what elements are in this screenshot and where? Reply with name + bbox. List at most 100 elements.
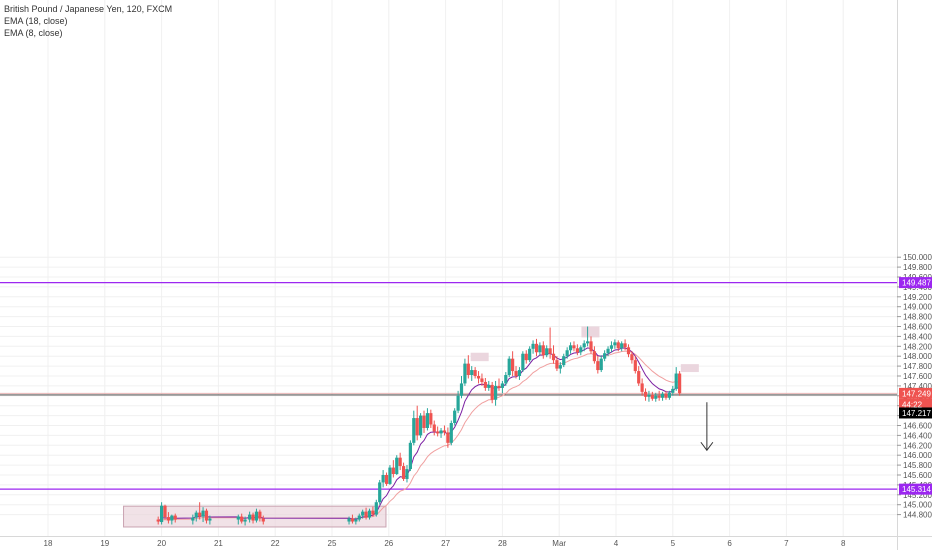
candle[interactable] — [381, 470, 385, 488]
candle[interactable] — [470, 366, 474, 381]
candle[interactable] — [538, 342, 542, 356]
candle[interactable] — [374, 499, 378, 517]
candle[interactable] — [350, 514, 355, 524]
candle[interactable] — [660, 391, 665, 401]
candle[interactable] — [664, 390, 668, 400]
candle[interactable] — [613, 339, 617, 349]
candle[interactable] — [156, 516, 160, 525]
candle[interactable] — [432, 420, 436, 436]
candle[interactable] — [497, 378, 501, 391]
candle[interactable] — [449, 420, 453, 446]
candle[interactable] — [480, 373, 484, 386]
candle[interactable] — [248, 511, 252, 523]
candle[interactable] — [650, 391, 654, 401]
candle[interactable] — [163, 504, 167, 520]
candle[interactable] — [511, 351, 515, 377]
candle[interactable] — [453, 408, 457, 426]
candle[interactable] — [466, 355, 470, 379]
candle[interactable] — [405, 465, 409, 483]
candle[interactable] — [198, 502, 202, 520]
candle[interactable] — [483, 377, 487, 391]
candle[interactable] — [357, 513, 361, 522]
candle[interactable] — [422, 410, 426, 433]
candle[interactable] — [575, 344, 579, 356]
candle[interactable] — [367, 508, 372, 520]
candle[interactable] — [473, 367, 477, 379]
candle[interactable] — [371, 506, 375, 517]
legend-symbol[interactable]: British Pound / Japanese Yen, 120, FXCM — [4, 4, 173, 14]
candle[interactable] — [531, 340, 535, 354]
candle[interactable] — [517, 367, 522, 380]
candle[interactable] — [378, 479, 382, 505]
candle[interactable] — [507, 356, 511, 377]
candle[interactable] — [657, 390, 661, 401]
candle[interactable] — [562, 353, 566, 368]
candle[interactable] — [545, 345, 549, 358]
candle[interactable] — [667, 390, 671, 400]
candle[interactable] — [558, 362, 562, 374]
candle[interactable] — [551, 345, 556, 364]
candle[interactable] — [500, 380, 504, 394]
candle[interactable] — [436, 426, 440, 437]
candle[interactable] — [243, 516, 247, 526]
candle[interactable] — [419, 413, 423, 438]
candle[interactable] — [565, 347, 569, 359]
legend-ema-18[interactable]: EMA (18, close) — [4, 16, 68, 26]
candle[interactable] — [258, 509, 262, 522]
candle[interactable] — [415, 405, 419, 441]
candle[interactable] — [637, 366, 641, 386]
candle[interactable] — [626, 344, 631, 358]
candle[interactable] — [630, 351, 634, 364]
candle[interactable] — [582, 340, 586, 352]
candle[interactable] — [439, 427, 443, 438]
candle[interactable] — [521, 351, 525, 373]
candle[interactable] — [493, 380, 498, 406]
candle[interactable] — [388, 465, 392, 485]
candle[interactable] — [251, 512, 255, 524]
candle[interactable] — [166, 512, 171, 524]
candle[interactable] — [514, 366, 518, 379]
candle[interactable] — [347, 516, 351, 525]
candle[interactable] — [429, 409, 433, 428]
candle[interactable] — [534, 338, 539, 357]
candle[interactable] — [528, 346, 532, 363]
candle[interactable] — [408, 440, 412, 472]
candle[interactable] — [401, 462, 406, 481]
candle[interactable] — [456, 390, 460, 414]
candle[interactable] — [504, 372, 508, 386]
price-axis[interactable]: 144.800145.000145.200145.400145.600145.8… — [897, 253, 932, 520]
candle[interactable] — [236, 514, 240, 525]
candle[interactable] — [201, 507, 205, 523]
candle[interactable] — [524, 350, 528, 364]
candle[interactable] — [633, 356, 637, 374]
candle[interactable] — [361, 509, 365, 519]
candle[interactable] — [446, 427, 450, 448]
candle[interactable] — [620, 341, 624, 352]
candle[interactable] — [487, 380, 491, 391]
candle[interactable] — [170, 514, 174, 525]
candle[interactable] — [592, 346, 597, 364]
candle[interactable] — [616, 340, 620, 352]
candle[interactable] — [589, 336, 593, 354]
candle[interactable] — [609, 341, 614, 353]
candle[interactable] — [412, 410, 416, 446]
candle[interactable] — [476, 371, 481, 384]
candle[interactable] — [208, 515, 212, 525]
candle[interactable] — [579, 345, 583, 356]
candles[interactable] — [156, 326, 682, 526]
candle[interactable] — [354, 517, 358, 525]
candle[interactable] — [654, 392, 658, 402]
candle[interactable] — [240, 513, 244, 524]
candle[interactable] — [674, 367, 678, 391]
candle[interactable] — [548, 327, 552, 359]
candle[interactable] — [643, 388, 648, 401]
candle[interactable] — [541, 341, 545, 359]
candle[interactable] — [463, 358, 467, 386]
candle[interactable] — [442, 425, 447, 436]
time-axis[interactable]: 18 19 20 21 22 25 26 27 28 Mar 4 5 6 7 8 — [44, 539, 846, 548]
candle[interactable] — [568, 342, 573, 354]
candle[interactable] — [555, 356, 559, 372]
candle[interactable] — [395, 455, 399, 476]
candle[interactable] — [599, 355, 603, 373]
